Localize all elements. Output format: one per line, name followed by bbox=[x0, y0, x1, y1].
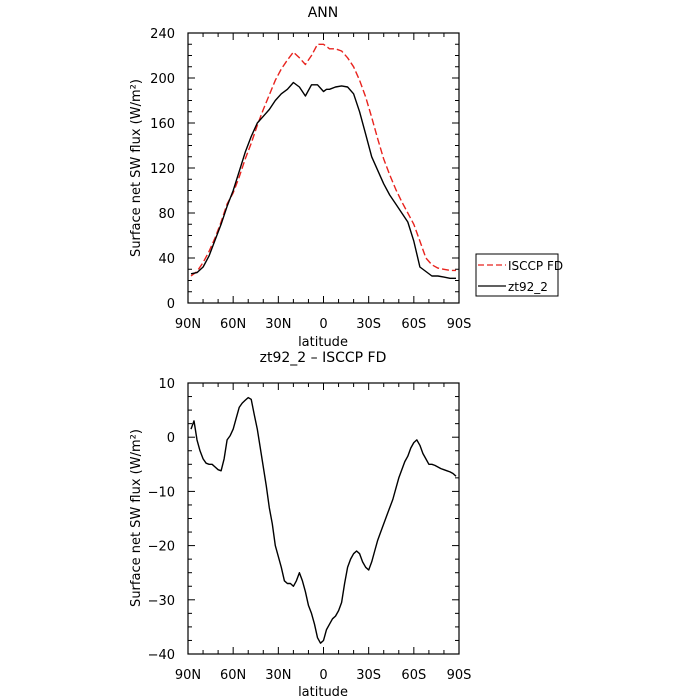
top-x-tick-label: 90N bbox=[175, 317, 201, 332]
top-y-tick-label: 160 bbox=[150, 117, 175, 132]
legend-box bbox=[475, 253, 559, 297]
bottom-x-tick-label: 30S bbox=[356, 668, 381, 683]
top-panel-x-axis-label: latitude bbox=[298, 335, 348, 350]
bottom-y-tick-label: −20 bbox=[148, 540, 175, 555]
bottom-x-tick-label: 30N bbox=[265, 668, 291, 683]
bottom-x-tick-label: 90N bbox=[175, 668, 201, 683]
legend-label-isccp: ISCCP FD bbox=[508, 259, 563, 273]
top-panel-title: ANN bbox=[308, 5, 339, 21]
bottom-x-tick-label: 0 bbox=[319, 668, 327, 683]
bottom-panel-frame bbox=[187, 382, 460, 655]
legend-label-zt92: zt92_2 bbox=[508, 280, 548, 294]
bottom-y-tick-label: −30 bbox=[148, 594, 175, 609]
top-x-tick-label: 30N bbox=[265, 317, 291, 332]
bottom-x-tick-label: 60N bbox=[220, 668, 246, 683]
top-x-tick-label: 90S bbox=[447, 317, 472, 332]
bottom-series-line-0 bbox=[190, 396, 457, 644]
bottom-panel-title: zt92_2 – ISCCP FD bbox=[260, 350, 387, 366]
top-panel-y-axis-label: Surface net SW flux (W/m²) bbox=[129, 79, 144, 257]
top-x-tick-label: 60S bbox=[401, 317, 426, 332]
bottom-y-tick-label: −10 bbox=[148, 485, 175, 500]
top-x-tick-label: 30S bbox=[356, 317, 381, 332]
bottom-panel-series bbox=[190, 396, 457, 644]
top-y-tick-label: 120 bbox=[150, 162, 175, 177]
top-y-tick-label: 200 bbox=[150, 72, 175, 87]
top-panel-axes: 90N 60N 30N 0 30S 60S 90S 0 40 80 120 160 200 240 bbox=[150, 27, 471, 332]
top-series-line-isccp-fd bbox=[190, 43, 456, 277]
top-y-tick-label: 240 bbox=[150, 27, 175, 42]
bottom-y-tick-label: −40 bbox=[148, 648, 175, 663]
top-series-line-zt92-2 bbox=[190, 81, 456, 279]
bottom-y-tick-label: 0 bbox=[167, 431, 175, 446]
top-x-tick-label: 60N bbox=[220, 317, 246, 332]
top-y-tick-label: 80 bbox=[158, 207, 175, 222]
bottom-x-tick-label: 90S bbox=[447, 668, 472, 683]
top-panel-series bbox=[190, 43, 456, 279]
top-y-tick-label: 0 bbox=[167, 297, 175, 312]
bottom-panel-x-axis-label: latitude bbox=[298, 685, 348, 700]
top-y-tick-label: 40 bbox=[158, 252, 175, 267]
top-panel: ANN 90N 60N 30N 0 30S 60S 90S 0 40 80 120 160 200 240… bbox=[129, 5, 471, 350]
legend: ISCCP FD zt92_2 bbox=[475, 253, 563, 297]
top-x-tick-label: 0 bbox=[319, 317, 327, 332]
bottom-panel-y-axis-label: Surface net SW flux (W/m²) bbox=[129, 429, 144, 607]
bottom-x-tick-label: 60S bbox=[401, 668, 426, 683]
bottom-panel: zt92_2 – ISCCP FD 90N 60N 30N 0 30S 60S 90S 10 0… bbox=[129, 350, 471, 700]
bottom-y-tick-label: 10 bbox=[158, 377, 175, 392]
bottom-panel-axes: 90N 60N 30N 0 30S 60S 90S 10 0 −10 −20 −30 −40 bbox=[148, 377, 472, 683]
